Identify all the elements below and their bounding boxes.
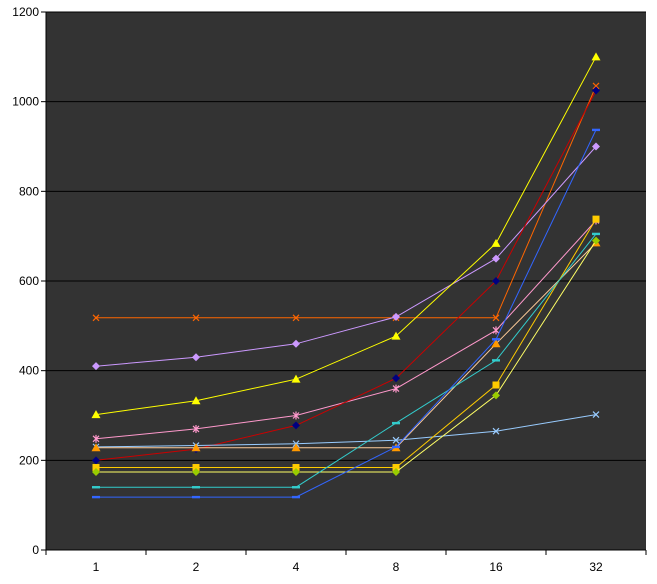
series-line bbox=[96, 233, 597, 488]
data-point bbox=[592, 232, 600, 236]
data-point bbox=[492, 314, 500, 322]
data-point bbox=[491, 339, 501, 348]
x-tick-label: 16 bbox=[489, 560, 503, 574]
series-line bbox=[96, 242, 597, 449]
y-tick-label: 1000 bbox=[12, 95, 39, 109]
series-11 bbox=[92, 128, 600, 499]
data-point bbox=[592, 236, 600, 245]
x-tick-label: 32 bbox=[589, 560, 603, 574]
x-tick-label: 2 bbox=[193, 560, 200, 574]
data-point bbox=[192, 486, 200, 489]
x-tick-label: 4 bbox=[293, 560, 300, 574]
series-line bbox=[95, 56, 597, 416]
data-point bbox=[392, 312, 400, 321]
data-point bbox=[392, 384, 400, 393]
data-point bbox=[192, 314, 200, 322]
y-tick-label: 1200 bbox=[12, 5, 39, 19]
y-tick-label: 600 bbox=[19, 274, 39, 288]
data-point bbox=[592, 128, 600, 132]
data-point bbox=[92, 362, 100, 371]
series-line bbox=[95, 414, 597, 448]
y-axis-ticks: 0 200 400 600 800 1000 1200 bbox=[12, 5, 46, 557]
series-line bbox=[96, 218, 597, 468]
data-point bbox=[392, 421, 400, 425]
data-point bbox=[292, 421, 300, 430]
y-tick-label: 400 bbox=[19, 364, 39, 378]
data-point bbox=[292, 467, 300, 476]
data-point bbox=[292, 314, 300, 322]
data-point bbox=[292, 495, 300, 499]
data-point bbox=[391, 331, 401, 340]
data-point bbox=[392, 467, 400, 476]
data-point bbox=[491, 238, 501, 247]
series-line bbox=[95, 90, 597, 461]
x-tick-label: 8 bbox=[393, 560, 400, 574]
data-point bbox=[91, 410, 101, 419]
series-line bbox=[96, 85, 597, 319]
data-point bbox=[92, 434, 100, 443]
data-point bbox=[492, 381, 500, 389]
data-point bbox=[192, 495, 200, 499]
data-point bbox=[292, 464, 300, 472]
data-point bbox=[91, 443, 101, 452]
series-group bbox=[91, 52, 601, 499]
series-2 bbox=[92, 142, 600, 371]
data-point bbox=[192, 467, 200, 476]
data-point bbox=[492, 338, 500, 341]
series-8 bbox=[92, 215, 600, 472]
data-point bbox=[492, 427, 500, 435]
data-point bbox=[292, 486, 300, 489]
data-point bbox=[592, 411, 600, 419]
data-point bbox=[92, 495, 100, 499]
y-tick-label: 800 bbox=[19, 184, 39, 198]
data-point bbox=[292, 339, 300, 348]
data-point bbox=[192, 424, 200, 433]
data-point bbox=[392, 464, 400, 472]
data-point bbox=[492, 254, 500, 263]
series-line bbox=[96, 129, 597, 498]
data-point bbox=[191, 396, 201, 405]
gridlines bbox=[46, 11, 646, 461]
data-point bbox=[492, 391, 500, 400]
data-point bbox=[592, 82, 600, 90]
y-tick-label: 0 bbox=[32, 543, 39, 557]
data-point bbox=[92, 464, 100, 472]
x-axis-ticks: 1 2 4 8 16 32 bbox=[45, 550, 647, 574]
series-10 bbox=[92, 232, 600, 489]
data-point bbox=[292, 411, 300, 420]
data-point bbox=[192, 353, 200, 362]
x-tick-label: 1 bbox=[93, 560, 100, 574]
data-point bbox=[591, 52, 601, 61]
data-point bbox=[592, 86, 600, 95]
data-point bbox=[392, 374, 400, 383]
data-point bbox=[592, 142, 600, 151]
data-point bbox=[492, 326, 500, 335]
data-point bbox=[92, 456, 100, 465]
data-point bbox=[291, 374, 301, 383]
data-point bbox=[192, 464, 200, 472]
y-tick-label: 200 bbox=[19, 453, 39, 467]
series-line bbox=[95, 146, 597, 367]
data-point bbox=[492, 277, 500, 285]
data-point bbox=[592, 215, 600, 223]
data-point bbox=[92, 486, 100, 489]
data-point bbox=[191, 443, 201, 452]
data-point bbox=[92, 467, 100, 476]
data-point bbox=[392, 436, 400, 444]
data-point bbox=[392, 445, 400, 449]
data-point bbox=[492, 359, 500, 362]
data-point bbox=[92, 314, 100, 322]
series-3 bbox=[91, 52, 601, 419]
data-point bbox=[291, 443, 301, 452]
